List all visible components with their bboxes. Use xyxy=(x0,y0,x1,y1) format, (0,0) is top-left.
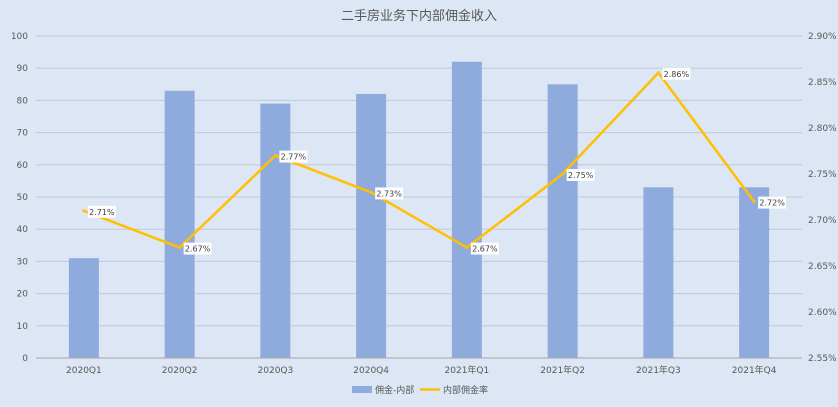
left-axis: 0 10 20 30 40 50 60 70 80 90 100 xyxy=(11,32,28,364)
left-axis-tick-label: 100 xyxy=(11,32,28,42)
data-label-bg xyxy=(279,150,308,163)
x-axis-tick-label: 2020Q2 xyxy=(162,366,198,376)
x-axis-tick-label: 2021年Q1 xyxy=(445,364,490,376)
bar xyxy=(356,93,387,359)
data-label: 2.71% xyxy=(89,208,115,217)
legend-bar-label: 佣金-内部 xyxy=(375,384,414,396)
x-axis-tick-label: 2020Q4 xyxy=(353,366,389,376)
data-label-bg xyxy=(375,187,404,200)
data-label: 2.77% xyxy=(281,153,307,162)
right-axis-tick-label: 2.80% xyxy=(808,124,837,134)
x-axis-tick-label: 2021年Q4 xyxy=(732,364,777,376)
data-label-bg xyxy=(87,205,116,218)
line-series xyxy=(82,71,756,250)
line-point xyxy=(273,154,277,158)
line-point xyxy=(752,200,756,204)
bar-series xyxy=(68,61,770,359)
bar xyxy=(451,61,482,358)
data-label-bg xyxy=(566,169,595,181)
left-axis-tick-label: 50 xyxy=(17,193,29,203)
right-axis: 2.55% 2.60% 2.65% 2.70% 2.75% 2.80% 2.85% 2.90% xyxy=(808,32,837,364)
bar xyxy=(547,84,578,359)
legend-bar-swatch xyxy=(352,386,372,393)
data-label: 2.73% xyxy=(376,189,402,198)
bar xyxy=(68,258,99,358)
data-label: 2.67% xyxy=(185,245,211,254)
series-line xyxy=(83,71,756,249)
left-axis-tick-label: 20 xyxy=(17,290,29,300)
x-axis-tick-label: 2021年Q3 xyxy=(636,364,681,376)
bar xyxy=(739,187,770,358)
right-axis-tick-label: 2.70% xyxy=(808,216,837,226)
right-axis-tick-label: 2.90% xyxy=(808,32,837,42)
data-labels: 2.71% 2.67% 2.77% 2.73% 2.67% 2.75% 2.86% 2.72% xyxy=(87,67,787,255)
right-axis-tick-label: 2.60% xyxy=(808,308,837,318)
left-axis-tick-label: 30 xyxy=(17,257,29,267)
data-label: 2.72% xyxy=(759,199,785,208)
line-point xyxy=(465,246,469,250)
left-axis-tick-label: 10 xyxy=(17,322,29,332)
right-axis-tick-label: 2.85% xyxy=(808,78,837,88)
left-axis-tick-label: 80 xyxy=(17,96,29,106)
x-axis-tick-label: 2021年Q2 xyxy=(540,364,585,376)
left-axis-tick-label: 40 xyxy=(17,225,29,235)
data-label: 2.67% xyxy=(472,245,498,254)
legend: 佣金-内部 内部佣金率 xyxy=(352,384,488,396)
data-label-bg xyxy=(758,196,787,209)
line-point xyxy=(178,246,182,250)
x-axis-tick-label: 2020Q1 xyxy=(66,366,102,376)
right-axis-tick-label: 2.75% xyxy=(808,170,837,180)
data-label-bg xyxy=(662,67,691,80)
x-axis: 2020Q1 2020Q2 2020Q3 2020Q4 2021年Q1 2021年Q2 20… xyxy=(36,357,802,376)
gridlines xyxy=(36,35,802,359)
line-point xyxy=(82,209,86,213)
left-axis-tick-label: 0 xyxy=(22,354,28,364)
x-axis-tick-label: 2020Q3 xyxy=(258,366,294,376)
line-point xyxy=(656,71,660,75)
bar xyxy=(643,187,674,358)
chart-title: 二手房业务下内部佣金收入 xyxy=(341,8,497,24)
data-label: 2.75% xyxy=(568,171,594,180)
left-axis-tick-label: 70 xyxy=(17,129,29,139)
bar xyxy=(260,103,291,359)
legend-line-label: 内部佣金率 xyxy=(443,384,488,396)
right-axis-tick-label: 2.65% xyxy=(808,262,837,272)
line-point xyxy=(369,190,373,194)
line-point xyxy=(561,172,565,176)
bar xyxy=(164,90,195,359)
data-label: 2.86% xyxy=(664,70,690,79)
left-axis-tick-label: 90 xyxy=(17,64,29,74)
left-axis-tick-label: 60 xyxy=(17,161,29,171)
data-label-bg xyxy=(470,242,499,255)
right-axis-tick-label: 2.55% xyxy=(808,354,837,364)
data-label-bg xyxy=(183,242,212,255)
